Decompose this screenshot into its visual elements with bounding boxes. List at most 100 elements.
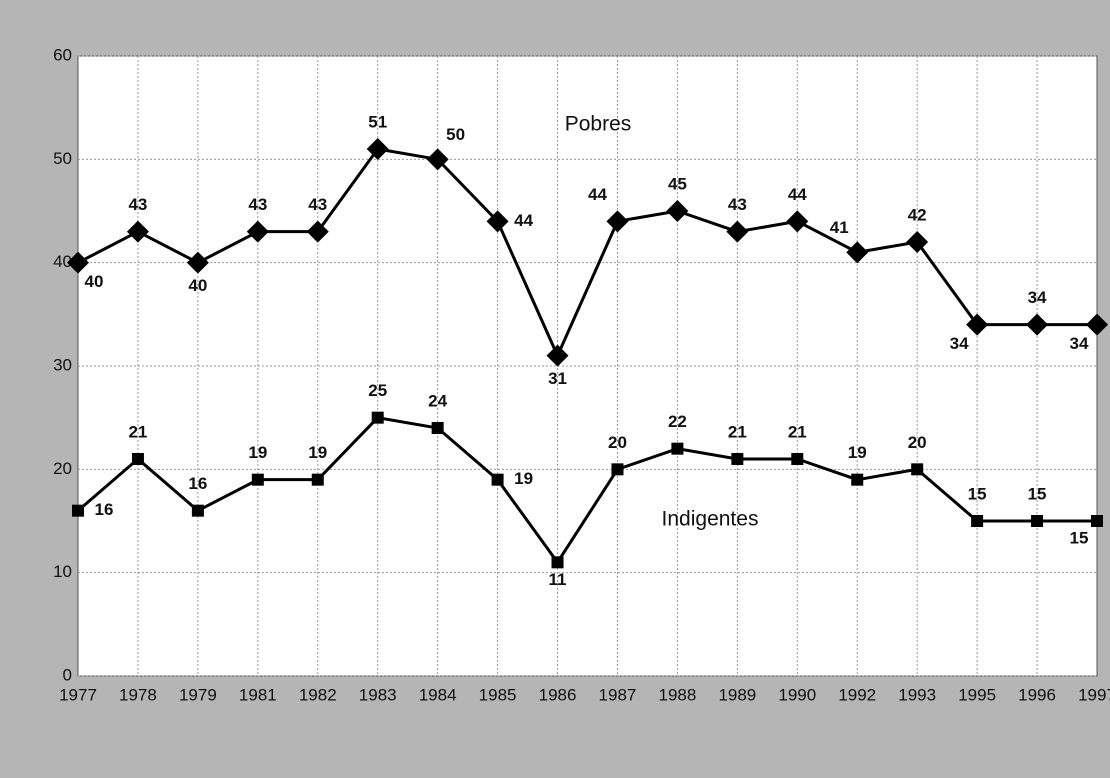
data-label: 19 bbox=[308, 443, 327, 462]
data-label: 16 bbox=[188, 474, 207, 493]
data-label: 44 bbox=[514, 211, 533, 230]
square-marker bbox=[251, 473, 264, 486]
x-tick-label: 1984 bbox=[419, 685, 457, 704]
data-label: 43 bbox=[248, 195, 267, 214]
x-tick-label: 1985 bbox=[479, 685, 517, 704]
x-tick-label: 1983 bbox=[359, 685, 397, 704]
y-tick-label: 60 bbox=[53, 45, 72, 64]
diamond-marker bbox=[67, 251, 89, 274]
x-tick-label: 1997 bbox=[1078, 685, 1110, 704]
data-label: 43 bbox=[308, 195, 327, 214]
data-label: 44 bbox=[788, 185, 807, 204]
y-tick-label: 40 bbox=[53, 252, 72, 271]
data-label: 25 bbox=[368, 381, 387, 400]
x-tick-label: 1979 bbox=[179, 685, 217, 704]
square-marker bbox=[851, 473, 864, 486]
diamond-marker bbox=[1026, 313, 1049, 336]
data-label: 42 bbox=[908, 205, 927, 224]
x-tick-label: 1982 bbox=[299, 685, 337, 704]
data-label: 20 bbox=[908, 433, 927, 452]
data-label: 19 bbox=[848, 443, 867, 462]
square-marker bbox=[911, 463, 924, 476]
data-label: 34 bbox=[1070, 334, 1089, 353]
y-tick-label: 30 bbox=[53, 355, 72, 374]
square-marker bbox=[971, 515, 984, 527]
data-label: 21 bbox=[128, 422, 147, 441]
diamond-marker bbox=[486, 210, 509, 233]
y-tick-label: 50 bbox=[53, 149, 72, 168]
diamond-marker bbox=[606, 210, 629, 233]
y-tick-label: 20 bbox=[53, 459, 72, 478]
data-label: 43 bbox=[728, 195, 747, 214]
series-name: Pobres bbox=[565, 113, 632, 136]
data-label: 31 bbox=[548, 369, 567, 388]
series-line bbox=[77, 416, 1097, 565]
x-tick-label: 1986 bbox=[539, 685, 577, 704]
diamond-marker bbox=[846, 241, 869, 264]
data-label: 24 bbox=[428, 391, 447, 410]
square-marker bbox=[72, 504, 84, 517]
data-label: 15 bbox=[968, 484, 987, 503]
data-label: 19 bbox=[248, 443, 267, 462]
diamond-marker bbox=[126, 220, 149, 243]
square-marker bbox=[791, 453, 804, 465]
y-tick-label: 0 bbox=[63, 665, 72, 684]
square-marker bbox=[311, 473, 324, 486]
x-tick-label: 1981 bbox=[239, 685, 277, 704]
data-label: 51 bbox=[368, 112, 387, 131]
data-label: 44 bbox=[588, 185, 607, 204]
x-tick-label: 1992 bbox=[838, 685, 876, 704]
diamond-marker bbox=[666, 200, 689, 222]
data-label: 21 bbox=[728, 422, 747, 441]
x-tick-label: 1990 bbox=[778, 685, 816, 704]
square-marker bbox=[611, 463, 624, 476]
x-tick-label: 1977 bbox=[59, 685, 97, 704]
data-label: 43 bbox=[128, 195, 147, 214]
diamond-marker bbox=[966, 313, 989, 336]
square-marker bbox=[131, 453, 144, 465]
diamond-marker bbox=[246, 220, 269, 243]
data-label: 16 bbox=[95, 500, 114, 519]
data-label: 22 bbox=[668, 412, 687, 431]
square-marker bbox=[491, 473, 504, 486]
diamond-marker bbox=[786, 210, 809, 233]
square-marker bbox=[551, 556, 564, 569]
x-tick-label: 1996 bbox=[1018, 685, 1056, 704]
data-label: 34 bbox=[950, 334, 969, 353]
data-label: 19 bbox=[514, 469, 533, 488]
y-tick-label: 10 bbox=[53, 562, 72, 581]
x-tick-label: 1993 bbox=[898, 685, 936, 704]
square-marker bbox=[191, 504, 204, 517]
diamond-marker bbox=[906, 231, 929, 253]
x-tick-label: 1995 bbox=[958, 685, 996, 704]
square-marker bbox=[1031, 515, 1044, 527]
data-label: 15 bbox=[1028, 484, 1047, 503]
data-label: 40 bbox=[188, 276, 207, 295]
data-label: 15 bbox=[1070, 528, 1089, 547]
square-marker bbox=[371, 411, 384, 424]
square-marker bbox=[731, 453, 744, 465]
x-tick-label: 1989 bbox=[718, 685, 756, 704]
diamond-marker bbox=[726, 220, 749, 243]
series-name: Indigentes bbox=[662, 508, 759, 531]
data-label: 21 bbox=[788, 422, 807, 441]
data-label: 50 bbox=[446, 125, 465, 144]
square-marker bbox=[1091, 515, 1103, 527]
data-label: 20 bbox=[608, 433, 627, 452]
x-tick-label: 1987 bbox=[599, 685, 637, 704]
data-label: 11 bbox=[549, 570, 567, 589]
data-label: 41 bbox=[830, 218, 849, 237]
diamond-marker bbox=[366, 138, 389, 160]
x-tick-label: 1988 bbox=[658, 685, 696, 704]
data-label: 45 bbox=[668, 174, 687, 193]
diamond-marker bbox=[546, 344, 569, 367]
diamond-marker bbox=[1086, 313, 1108, 336]
series-line bbox=[77, 147, 1097, 360]
x-tick-label: 1978 bbox=[119, 685, 157, 704]
square-marker bbox=[431, 422, 444, 434]
data-label: 40 bbox=[85, 272, 104, 291]
data-label: 34 bbox=[1028, 288, 1047, 307]
square-marker bbox=[671, 442, 684, 455]
diamond-marker bbox=[306, 220, 329, 243]
